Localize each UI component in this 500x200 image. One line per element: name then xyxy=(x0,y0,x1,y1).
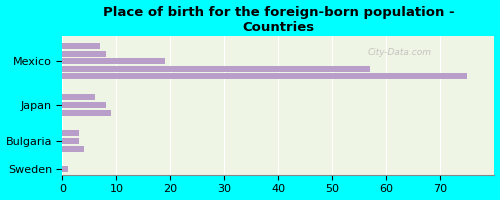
Bar xyxy=(62,146,84,152)
Bar xyxy=(62,102,106,108)
Bar xyxy=(62,58,165,64)
Title: Place of birth for the foreign-born population -
Countries: Place of birth for the foreign-born popu… xyxy=(102,6,455,34)
Bar xyxy=(62,73,468,79)
Bar xyxy=(62,94,95,100)
Bar xyxy=(62,43,100,49)
Bar xyxy=(62,66,370,72)
Bar xyxy=(62,51,106,57)
Text: City-Data.com: City-Data.com xyxy=(368,48,432,57)
Bar xyxy=(62,138,78,144)
Bar xyxy=(62,110,111,116)
Bar xyxy=(62,130,78,136)
Bar xyxy=(62,166,68,172)
